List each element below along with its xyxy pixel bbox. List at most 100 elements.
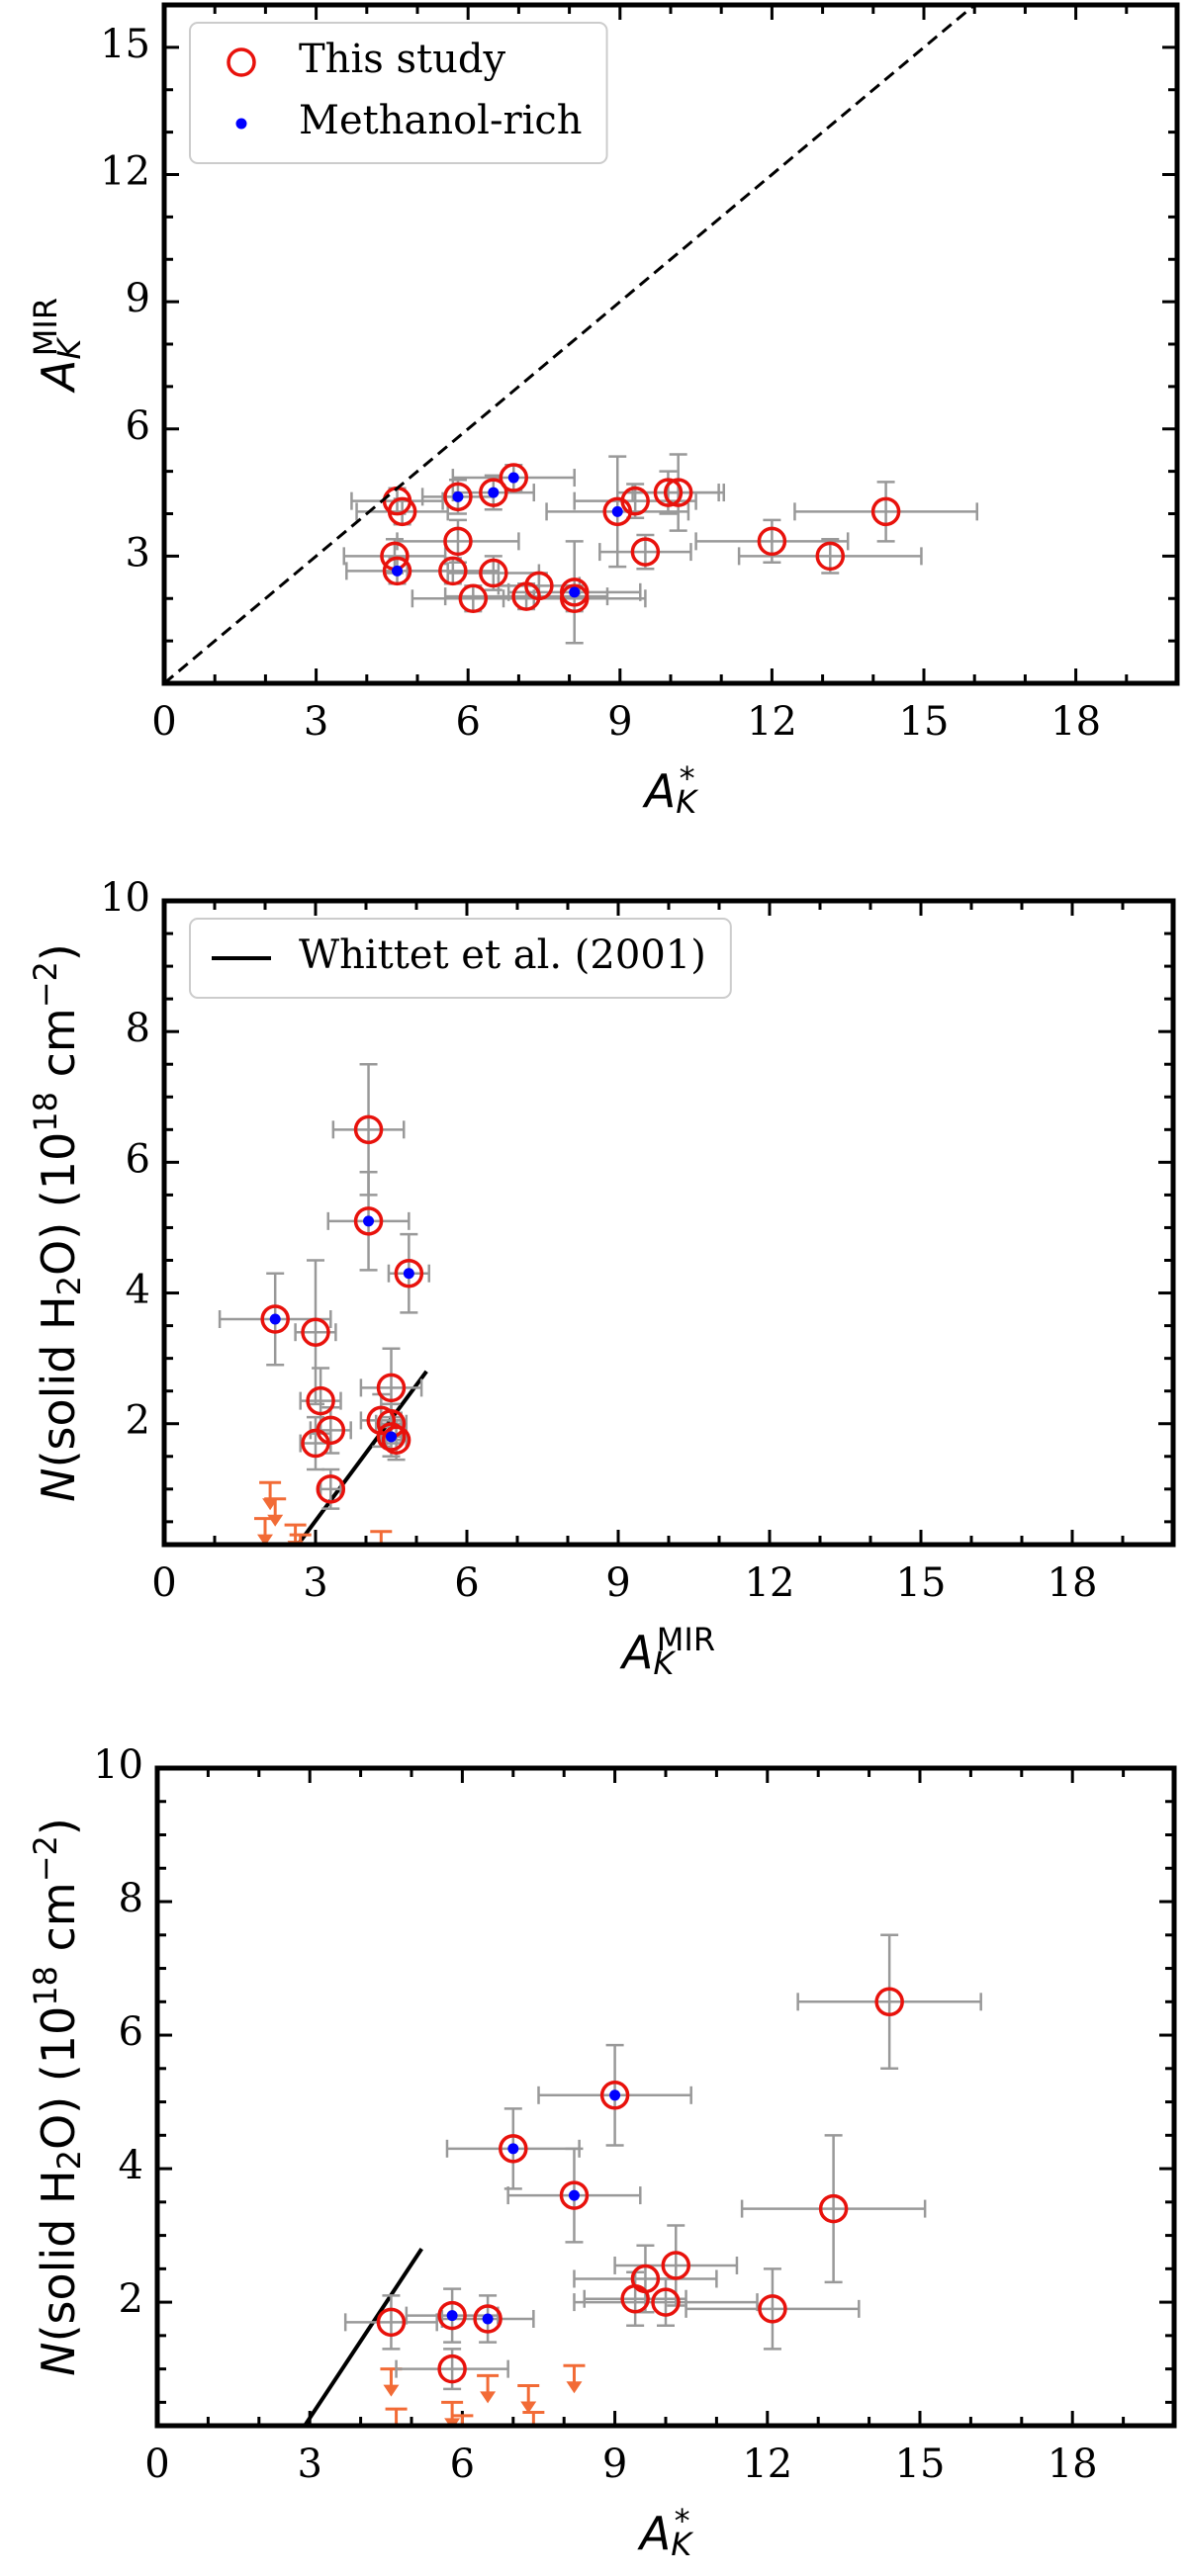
y-tick-label: 2	[119, 2276, 143, 2322]
y-tick-label: 12	[100, 149, 150, 195]
data-point	[394, 1258, 424, 1288]
label-part: (solid H	[32, 1295, 85, 1467]
label-part: 2	[50, 1276, 88, 1295]
upper-limit-arrow	[383, 2384, 400, 2397]
data-point	[353, 1114, 384, 1145]
data-point	[301, 1317, 330, 1347]
methanol-point	[507, 2143, 519, 2155]
data-point	[381, 1425, 411, 1456]
data-point	[376, 1422, 407, 1452]
x-tick-label: 9	[607, 699, 632, 745]
x-tick-label: 0	[144, 2442, 169, 2487]
relation-line	[303, 2247, 423, 2426]
label-part: N	[32, 2342, 85, 2375]
plot-area	[218, 1062, 430, 1559]
y-tick-label: 15	[100, 22, 150, 67]
y-tick-label: 9	[126, 276, 150, 321]
data-point	[499, 463, 529, 492]
y-axis-label: AKMIR	[27, 298, 88, 394]
label-part: 2	[50, 2150, 88, 2170]
y-tick-label: 3	[126, 530, 150, 576]
axes-frame	[154, 1765, 1177, 2429]
x-axis-label: AK*	[637, 2502, 694, 2563]
upper-limit-arrow	[257, 1534, 273, 1545]
legend-label: This study	[299, 37, 505, 82]
data-point	[479, 478, 508, 507]
x-tick-label: 3	[303, 1560, 327, 1606]
data-point	[663, 478, 693, 507]
x-tick-label: 15	[895, 2442, 946, 2487]
methanol-point	[569, 586, 581, 598]
data-point	[653, 478, 684, 507]
methanol-point	[482, 2313, 494, 2325]
plot-area	[303, 1933, 982, 2440]
label-part: O) (10	[32, 2006, 85, 2150]
label-part: O) (10	[32, 1132, 85, 1276]
data-point	[316, 1474, 346, 1504]
y-tick-label: 6	[126, 403, 150, 449]
data-point	[443, 482, 473, 512]
label-part: MIR	[27, 298, 64, 356]
methanol-point	[488, 487, 500, 498]
upper-limit-arrow	[520, 2401, 537, 2414]
y-axis-label: N(solid H2O) (1018 cm−2)	[27, 1818, 88, 2376]
label-part: *	[680, 759, 695, 797]
upper-limit-arrow	[566, 2381, 583, 2394]
data-point	[757, 526, 787, 557]
axes-frame	[161, 898, 1176, 1548]
legend-box	[189, 22, 608, 164]
y-tick-label: 2	[126, 1398, 150, 1444]
x-tick-label: 15	[899, 699, 950, 745]
x-tick-label: 3	[304, 699, 328, 745]
x-tick-label: 6	[454, 1560, 479, 1606]
legend-label: Methanol-rich	[299, 98, 583, 143]
y-tick-label: 6	[126, 1136, 150, 1182]
label-part: 18	[27, 1966, 64, 2006]
data-point	[387, 496, 417, 527]
x-tick-label: 6	[450, 2442, 475, 2487]
label-part: K	[653, 1644, 677, 1682]
label-part: )	[32, 1818, 85, 1835]
data-point	[376, 1373, 407, 1403]
label-part: )	[32, 943, 85, 961]
data-point	[620, 2283, 650, 2314]
data-point	[316, 1415, 346, 1446]
label-part: A	[619, 1626, 653, 1679]
data-point	[437, 2300, 467, 2331]
x-tick-label: 18	[1048, 2442, 1098, 2487]
data-point	[870, 496, 901, 527]
x-tick-label: 3	[297, 2442, 321, 2487]
x-tick-label: 9	[605, 1560, 630, 1606]
legend-marker	[227, 47, 256, 77]
data-point	[306, 1385, 335, 1416]
label-part: −2	[27, 961, 64, 1008]
methanol-point	[609, 2089, 621, 2101]
methanol-point	[403, 1268, 414, 1280]
panel: 0 3 6 9 12 15 18 2 4 6 8 10 AKMIR N(solid H2O) (1018 …	[27, 875, 1176, 1682]
methanol-point	[386, 1431, 397, 1443]
methanol-point	[507, 472, 519, 484]
relation-line	[164, 5, 976, 683]
label-part: MIR	[657, 1621, 715, 1658]
methanol-point	[392, 565, 404, 577]
data-point	[382, 556, 412, 586]
upper-limit-arrow	[267, 1514, 284, 1527]
legend-box	[189, 918, 732, 999]
data-point	[630, 537, 661, 567]
methanol-point	[446, 2310, 458, 2322]
upper-limit-arrow	[525, 2428, 541, 2440]
upper-limit-arrow	[373, 1548, 389, 1559]
data-point	[353, 1206, 384, 1236]
relation-line	[296, 1370, 428, 1545]
data-point	[559, 2180, 590, 2210]
methanol-point	[269, 1313, 281, 1325]
data-point	[874, 1987, 904, 2017]
methanol-point	[611, 505, 623, 517]
data-point	[376, 2307, 407, 2338]
label-part: A	[642, 764, 676, 818]
y-axis-label: N(solid H2O) (1018 cm−2)	[27, 943, 88, 1502]
x-tick-label: 0	[151, 699, 176, 745]
